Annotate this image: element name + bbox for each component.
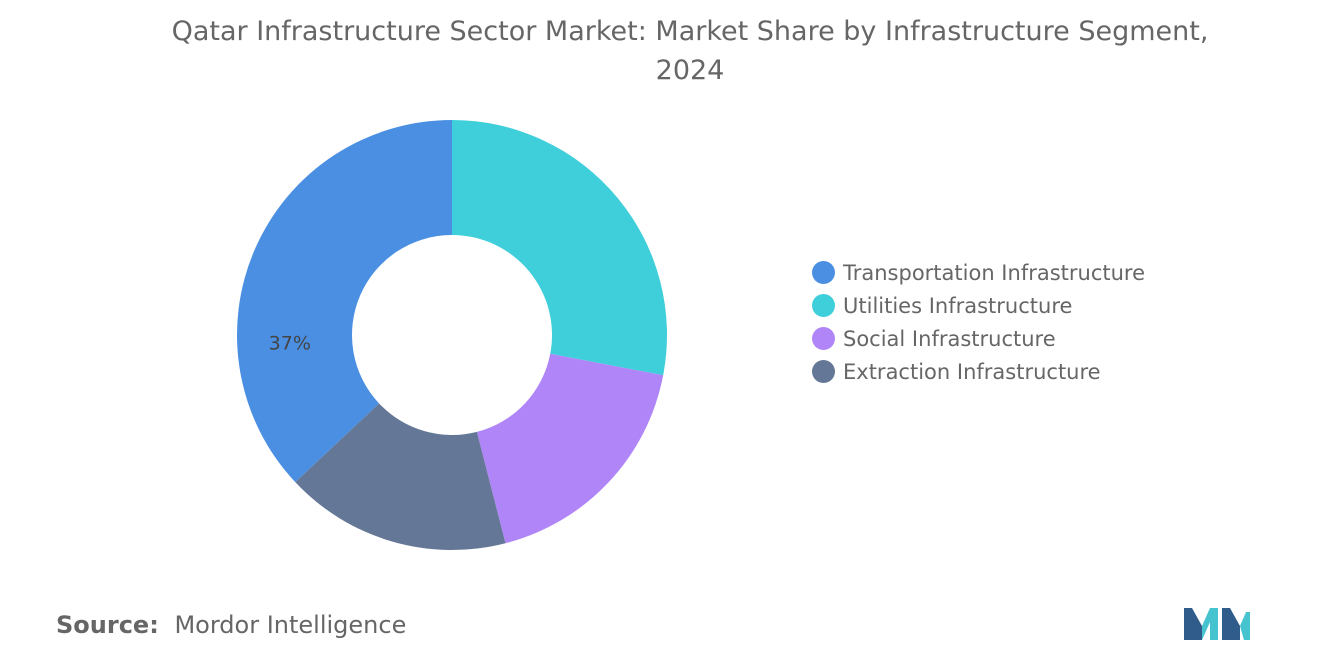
legend: Transportation Infrastructure Utilities …: [812, 256, 1145, 388]
slice-social-infrastructure: [476, 353, 664, 544]
legend-label-extraction: Extraction Infrastructure: [843, 359, 1101, 384]
mordor-intelligence-logo-icon: [1184, 608, 1250, 640]
source-line: Source: Mordor Intelligence: [56, 611, 406, 639]
legend-item-utilities: Utilities Infrastructure: [812, 289, 1145, 322]
legend-item-transportation: Transportation Infrastructure: [812, 256, 1145, 289]
legend-label-social: Social Infrastructure: [843, 326, 1056, 351]
legend-label-utilities: Utilities Infrastructure: [843, 293, 1073, 318]
legend-swatch-transportation: [812, 261, 835, 284]
slice-utilities-infrastructure: [452, 120, 667, 376]
chart-title: Qatar Infrastructure Sector Market: Mark…: [171, 16, 1209, 86]
source-label: Source:: [56, 611, 159, 639]
slice-extraction-infrastructure: [295, 403, 506, 550]
legend-item-extraction: Extraction Infrastructure: [812, 355, 1145, 388]
source-text: Mordor Intelligence: [174, 611, 407, 639]
legend-swatch-extraction: [812, 360, 835, 383]
legend-swatch-social: [812, 327, 835, 350]
slice-label-transportation-infrastructure: 37%: [269, 333, 311, 355]
legend-label-transportation: Transportation Infrastructure: [843, 260, 1146, 285]
slice-transportation-infrastructure: [237, 120, 452, 483]
legend-swatch-utilities: [812, 294, 835, 317]
legend-item-social: Social Infrastructure: [812, 322, 1145, 355]
